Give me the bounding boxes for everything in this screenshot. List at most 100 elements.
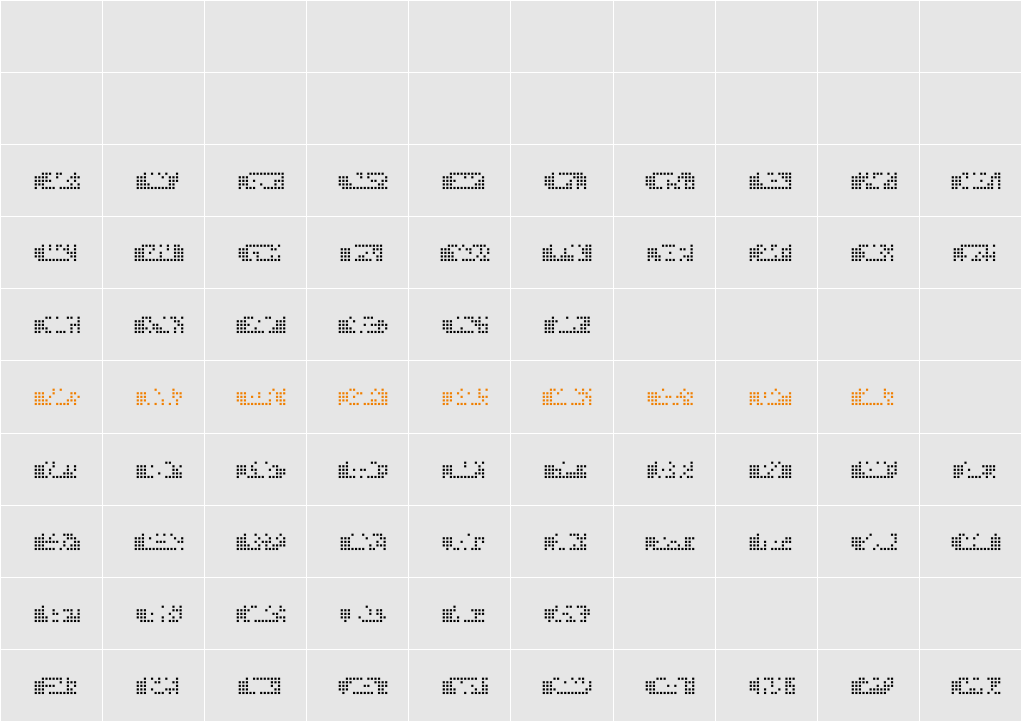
glyph-cell xyxy=(408,288,511,361)
glyph-sample xyxy=(647,461,693,478)
glyph-cell xyxy=(204,216,307,289)
glyph-cell xyxy=(510,216,613,289)
glyph-sample xyxy=(340,605,386,622)
glyph-sample xyxy=(339,461,388,478)
glyph-cell xyxy=(204,360,307,433)
glyph-cell xyxy=(510,144,613,217)
glyph-cell xyxy=(816,360,919,433)
glyph-cell xyxy=(0,432,103,505)
glyph-cell xyxy=(204,504,307,577)
glyph-cell xyxy=(102,216,205,289)
glyph-cell xyxy=(510,360,613,433)
glyph-sample xyxy=(647,244,693,262)
empty-cell xyxy=(816,288,919,361)
glyph-sample xyxy=(545,172,587,190)
glyph-cell xyxy=(204,432,307,505)
glyph-cell xyxy=(102,432,205,505)
empty-cell xyxy=(714,0,817,73)
glyph-sample xyxy=(136,461,182,478)
empty-cell xyxy=(510,72,613,145)
glyph-cell xyxy=(918,216,1021,289)
glyph-sample xyxy=(443,317,489,334)
glyph-cell xyxy=(816,504,919,577)
glyph-cell xyxy=(0,648,103,721)
glyph-sample xyxy=(749,677,795,694)
glyph-cell xyxy=(204,144,307,217)
glyph-cell xyxy=(0,288,103,361)
glyph-cell xyxy=(816,432,919,505)
glyph-cell xyxy=(408,216,511,289)
glyph-sample xyxy=(134,533,184,550)
glyph-cell xyxy=(306,144,409,217)
glyph-cell xyxy=(612,360,715,433)
glyph-sample xyxy=(851,172,897,190)
glyph-cell xyxy=(918,144,1021,217)
glyph-sample xyxy=(443,172,485,190)
glyph-sample xyxy=(339,677,388,694)
glyph-sample xyxy=(545,461,587,478)
glyph-cell xyxy=(0,504,103,577)
glyph-cell xyxy=(714,144,817,217)
glyph-sample xyxy=(443,677,489,694)
empty-cell xyxy=(408,72,511,145)
glyph-cell xyxy=(612,216,715,289)
glyph-cell xyxy=(510,648,613,721)
glyph-sample xyxy=(443,461,485,478)
glyph-sample xyxy=(545,317,591,334)
empty-cell xyxy=(918,72,1021,145)
glyph-cell xyxy=(918,504,1021,577)
empty-cell xyxy=(816,576,919,649)
glyph-sample xyxy=(238,172,284,190)
empty-cell xyxy=(612,288,715,361)
empty-cell xyxy=(204,0,307,73)
glyph-cell xyxy=(816,144,919,217)
glyph-sample xyxy=(543,389,592,406)
glyph-sample xyxy=(134,317,184,334)
glyph-sample xyxy=(749,389,791,406)
glyph-sample xyxy=(543,677,592,694)
glyph-sample xyxy=(851,389,893,406)
glyph-sample xyxy=(749,172,791,190)
glyph-sample xyxy=(443,605,485,622)
glyph-cell xyxy=(306,288,409,361)
glyph-cell xyxy=(714,504,817,577)
glyph-sample xyxy=(851,677,893,694)
glyph-sample xyxy=(749,461,791,478)
empty-cell xyxy=(714,72,817,145)
glyph-sample xyxy=(236,605,286,622)
glyph-cell xyxy=(204,648,307,721)
glyph-sample xyxy=(645,677,694,694)
glyph-cell xyxy=(612,144,715,217)
glyph-cell xyxy=(612,648,715,721)
glyph-sample xyxy=(236,389,286,406)
glyph-sample xyxy=(236,533,286,550)
glyph-cell xyxy=(306,648,409,721)
glyph-cell xyxy=(102,288,205,361)
glyph-sample xyxy=(339,172,388,190)
glyph-sample xyxy=(34,605,80,622)
glyph-sample xyxy=(645,172,694,190)
glyph-sample xyxy=(340,244,383,262)
glyph-cell xyxy=(306,504,409,577)
glyph-cell xyxy=(102,144,205,217)
glyph-sample xyxy=(34,389,80,406)
glyph-cell xyxy=(102,360,205,433)
glyph-cell xyxy=(816,648,919,721)
glyph-cell xyxy=(510,288,613,361)
glyph-cell xyxy=(510,504,613,577)
glyph-sample xyxy=(647,389,693,406)
empty-cell xyxy=(306,72,409,145)
glyph-cell xyxy=(204,576,307,649)
glyph-cell xyxy=(408,576,511,649)
glyph-sample xyxy=(136,677,179,694)
glyph-cell xyxy=(510,432,613,505)
glyph-cell xyxy=(306,216,409,289)
glyph-cell xyxy=(714,648,817,721)
glyph-cell xyxy=(918,648,1021,721)
glyph-cell xyxy=(714,360,817,433)
empty-cell xyxy=(102,0,205,73)
glyph-sample xyxy=(238,244,281,262)
glyph-sample xyxy=(749,244,791,262)
glyph-cell xyxy=(102,576,205,649)
empty-cell xyxy=(816,0,919,73)
